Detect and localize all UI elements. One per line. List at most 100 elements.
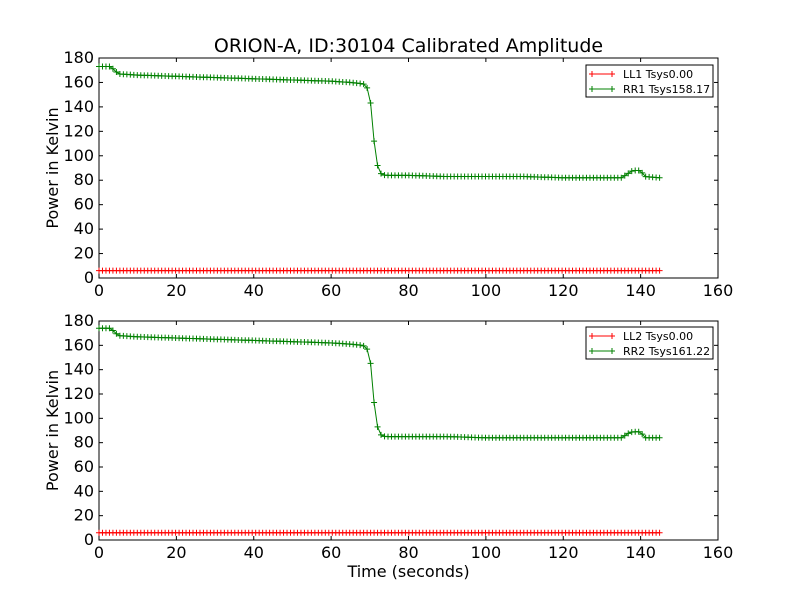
- data-point-marker: [357, 342, 364, 349]
- x-tick-label: 80: [398, 543, 418, 562]
- y-tick-label: 60: [74, 195, 94, 214]
- data-point-marker: [628, 168, 635, 175]
- data-point-marker: [371, 399, 378, 406]
- data-point-marker: [106, 63, 113, 70]
- x-tick-label: 40: [244, 543, 264, 562]
- data-point-marker: [109, 327, 116, 334]
- x-tick-label: 40: [244, 281, 264, 300]
- legend-label: RR2 Tsys161.22: [623, 345, 710, 358]
- y-axis-label: Power in Kelvin: [43, 107, 62, 228]
- legend-marker: [609, 86, 615, 92]
- x-tick-label: 80: [398, 281, 418, 300]
- data-point-marker: [378, 431, 385, 438]
- x-tick-label: 100: [471, 281, 502, 300]
- legend-box: [585, 326, 714, 360]
- y-tick-label: 100: [63, 408, 94, 427]
- data-point-marker: [364, 84, 371, 91]
- x-axis-label: Time (seconds): [346, 562, 469, 581]
- series-ll: [96, 529, 663, 536]
- y-tick-label: 160: [63, 72, 94, 91]
- data-point-marker: [374, 162, 381, 169]
- legend-marker: [589, 348, 595, 354]
- y-tick-label: 40: [74, 481, 94, 500]
- y-tick-label: 0: [84, 268, 94, 287]
- data-point-marker: [656, 434, 663, 441]
- data-point-marker: [618, 174, 625, 181]
- legend-marker: [609, 333, 615, 339]
- series-rr: [96, 63, 663, 181]
- data-point-marker: [106, 325, 113, 332]
- data-point-marker: [113, 330, 120, 337]
- y-tick-label: 180: [63, 48, 94, 67]
- y-axis-label: Power in Kelvin: [43, 370, 62, 491]
- data-point-marker: [374, 423, 381, 430]
- data-point-marker: [378, 170, 385, 177]
- data-point-marker: [656, 529, 663, 536]
- data-point-marker: [113, 69, 120, 76]
- series-ll: [96, 267, 663, 274]
- legend-marker: [589, 86, 595, 92]
- data-point-marker: [618, 434, 625, 441]
- legend-marker: [589, 71, 595, 77]
- data-point-marker: [639, 169, 646, 176]
- legend-marker: [609, 71, 615, 77]
- y-tick-label: 40: [74, 219, 94, 238]
- y-tick-label: 80: [74, 433, 94, 452]
- data-point-marker: [109, 65, 116, 72]
- data-point-marker: [656, 174, 663, 181]
- y-tick-label: 120: [63, 384, 94, 403]
- y-tick-label: 60: [74, 457, 94, 476]
- data-point-marker: [639, 431, 646, 438]
- y-tick-label: 140: [63, 97, 94, 116]
- y-tick-label: 80: [74, 170, 94, 189]
- data-point-marker: [371, 138, 378, 145]
- series-rr: [96, 325, 663, 441]
- y-tick-label: 140: [63, 360, 94, 379]
- x-tick-label: 160: [703, 281, 734, 300]
- data-point-marker: [367, 360, 374, 367]
- x-tick-label: 160: [703, 543, 734, 562]
- legend-box: [585, 64, 714, 98]
- legend-label: RR1 Tsys158.17: [623, 83, 710, 96]
- x-tick-label: 100: [471, 543, 502, 562]
- data-point-marker: [621, 432, 628, 439]
- legend-label: LL1 Tsys0.00: [623, 68, 693, 81]
- x-tick-label: 60: [321, 281, 341, 300]
- data-point-marker: [635, 428, 642, 435]
- legend-marker: [589, 333, 595, 339]
- y-tick-label: 180: [63, 311, 94, 330]
- x-tick-label: 20: [166, 281, 186, 300]
- data-point-marker: [360, 342, 367, 349]
- data-point-marker: [367, 99, 374, 106]
- data-point-marker: [656, 267, 663, 274]
- x-tick-label: 20: [166, 543, 186, 562]
- x-tick-label: 120: [548, 543, 579, 562]
- data-point-marker: [360, 81, 367, 88]
- legend-label: LL2 Tsys0.00: [623, 330, 693, 343]
- x-tick-label: 0: [94, 281, 104, 300]
- chart-title: ORION-A, ID:30104 Calibrated Amplitude: [214, 35, 603, 57]
- y-tick-label: 20: [74, 244, 94, 263]
- x-tick-label: 120: [548, 281, 579, 300]
- y-tick-label: 20: [74, 506, 94, 525]
- data-point-marker: [635, 167, 642, 174]
- x-tick-label: 140: [625, 281, 656, 300]
- legend-marker: [609, 348, 615, 354]
- top-chart-panel: 0 20 40 60 80 100 120 140 1600204060801001201401…: [43, 35, 733, 300]
- bottom-chart-panel: 0 20 40 60 80 100 120 140 1600204060801001201401…: [43, 311, 733, 581]
- y-tick-label: 100: [63, 146, 94, 165]
- data-point-marker: [625, 430, 632, 437]
- x-tick-label: 0: [94, 543, 104, 562]
- y-tick-label: 160: [63, 335, 94, 354]
- data-point-marker: [621, 172, 628, 179]
- x-tick-label: 140: [625, 543, 656, 562]
- data-point-marker: [625, 170, 632, 177]
- legend: LL1 Tsys0.00 RR1 Tsys158.17: [585, 64, 714, 98]
- y-tick-label: 120: [63, 121, 94, 140]
- data-point-marker: [364, 346, 371, 353]
- legend: LL2 Tsys0.00 RR2 Tsys161.22: [585, 326, 714, 360]
- data-point-marker: [357, 80, 364, 87]
- x-tick-label: 60: [321, 543, 341, 562]
